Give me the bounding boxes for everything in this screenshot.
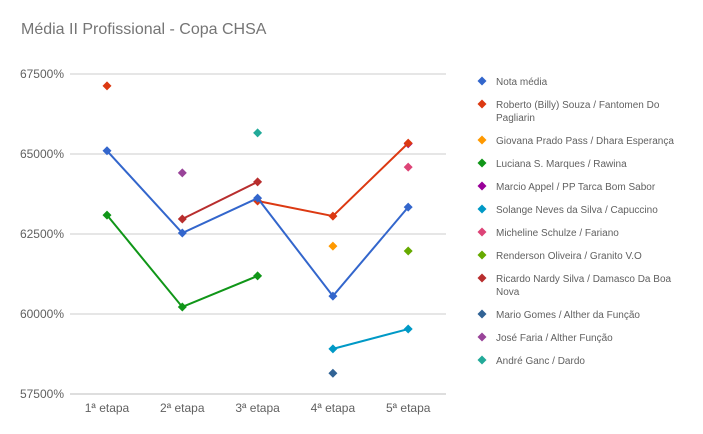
data-point [328,368,338,378]
legend-entry: Marcio Appel / PP Tarca Bom Sabor [496,182,656,193]
legend-entry: André Ganc / Dardo [496,356,585,367]
data-point [102,146,112,156]
y-tick-label: 65000% [20,147,64,161]
data-point [328,291,338,301]
x-tick-label: 1ª etapa [85,401,130,415]
legend-entry: Solange Neves da Silva / Capuccino [496,205,658,216]
legend-marker [477,76,487,86]
legend-entry: Micheline Schulze / Fariano [496,228,619,239]
legend-marker [477,309,487,319]
data-point [253,271,263,281]
data-point [177,168,187,178]
legend-entry: Ricardo Nardy Silva / Damasco Da Boa Nova [496,274,672,298]
legend-marker [477,99,487,109]
series-line [332,328,409,350]
y-tick-label: 57500% [20,387,64,401]
legend-entry: Renderson Oliveira / Granito V.O [496,251,642,262]
legend-marker [477,135,487,145]
data-point [177,302,187,312]
x-tick-label: 3ª etapa [235,401,280,415]
legend-entry: Luciana S. Marques / Rawina [496,159,627,170]
data-point [328,344,338,354]
x-tick-label: 2ª etapa [160,401,205,415]
x-tick-label: 4ª etapa [311,401,356,415]
y-tick-label: 60000% [20,307,64,321]
legend-marker [477,332,487,342]
data-point [403,138,413,148]
legend-entry: José Faria / Alther Função [496,333,613,344]
legend-marker [477,158,487,168]
legend-marker [477,204,487,214]
x-tick-label: 5ª etapa [386,401,431,415]
legend-entry: Nota média [496,77,548,88]
legend-entry: Roberto (Billy) Souza / Fantomen Do Pagli… [496,100,660,124]
data-point [403,324,413,334]
data-point [328,241,338,251]
data-point [403,246,413,256]
y-tick-label: 67500% [20,67,64,81]
legend-marker [477,273,487,283]
legend-entry: Giovana Prado Pass / Dhara Esperança [496,136,674,147]
data-point [328,211,338,221]
data-point [253,193,263,203]
data-point [177,214,187,224]
series-line [181,180,259,220]
data-point [403,162,413,172]
legend-marker [477,355,487,365]
data-point [102,210,112,220]
y-tick-label: 62500% [20,227,64,241]
data-point [102,81,112,91]
data-point [253,177,263,187]
legend-marker [477,227,487,237]
legend-marker [477,181,487,191]
chart-title: Média II Profissional - Copa CHSA [21,21,267,38]
legend-marker [477,250,487,260]
data-point [253,128,263,138]
data-point [177,228,187,238]
legend-entry: Mario Gomes / Alther da Função [496,310,640,321]
data-point [403,202,413,212]
